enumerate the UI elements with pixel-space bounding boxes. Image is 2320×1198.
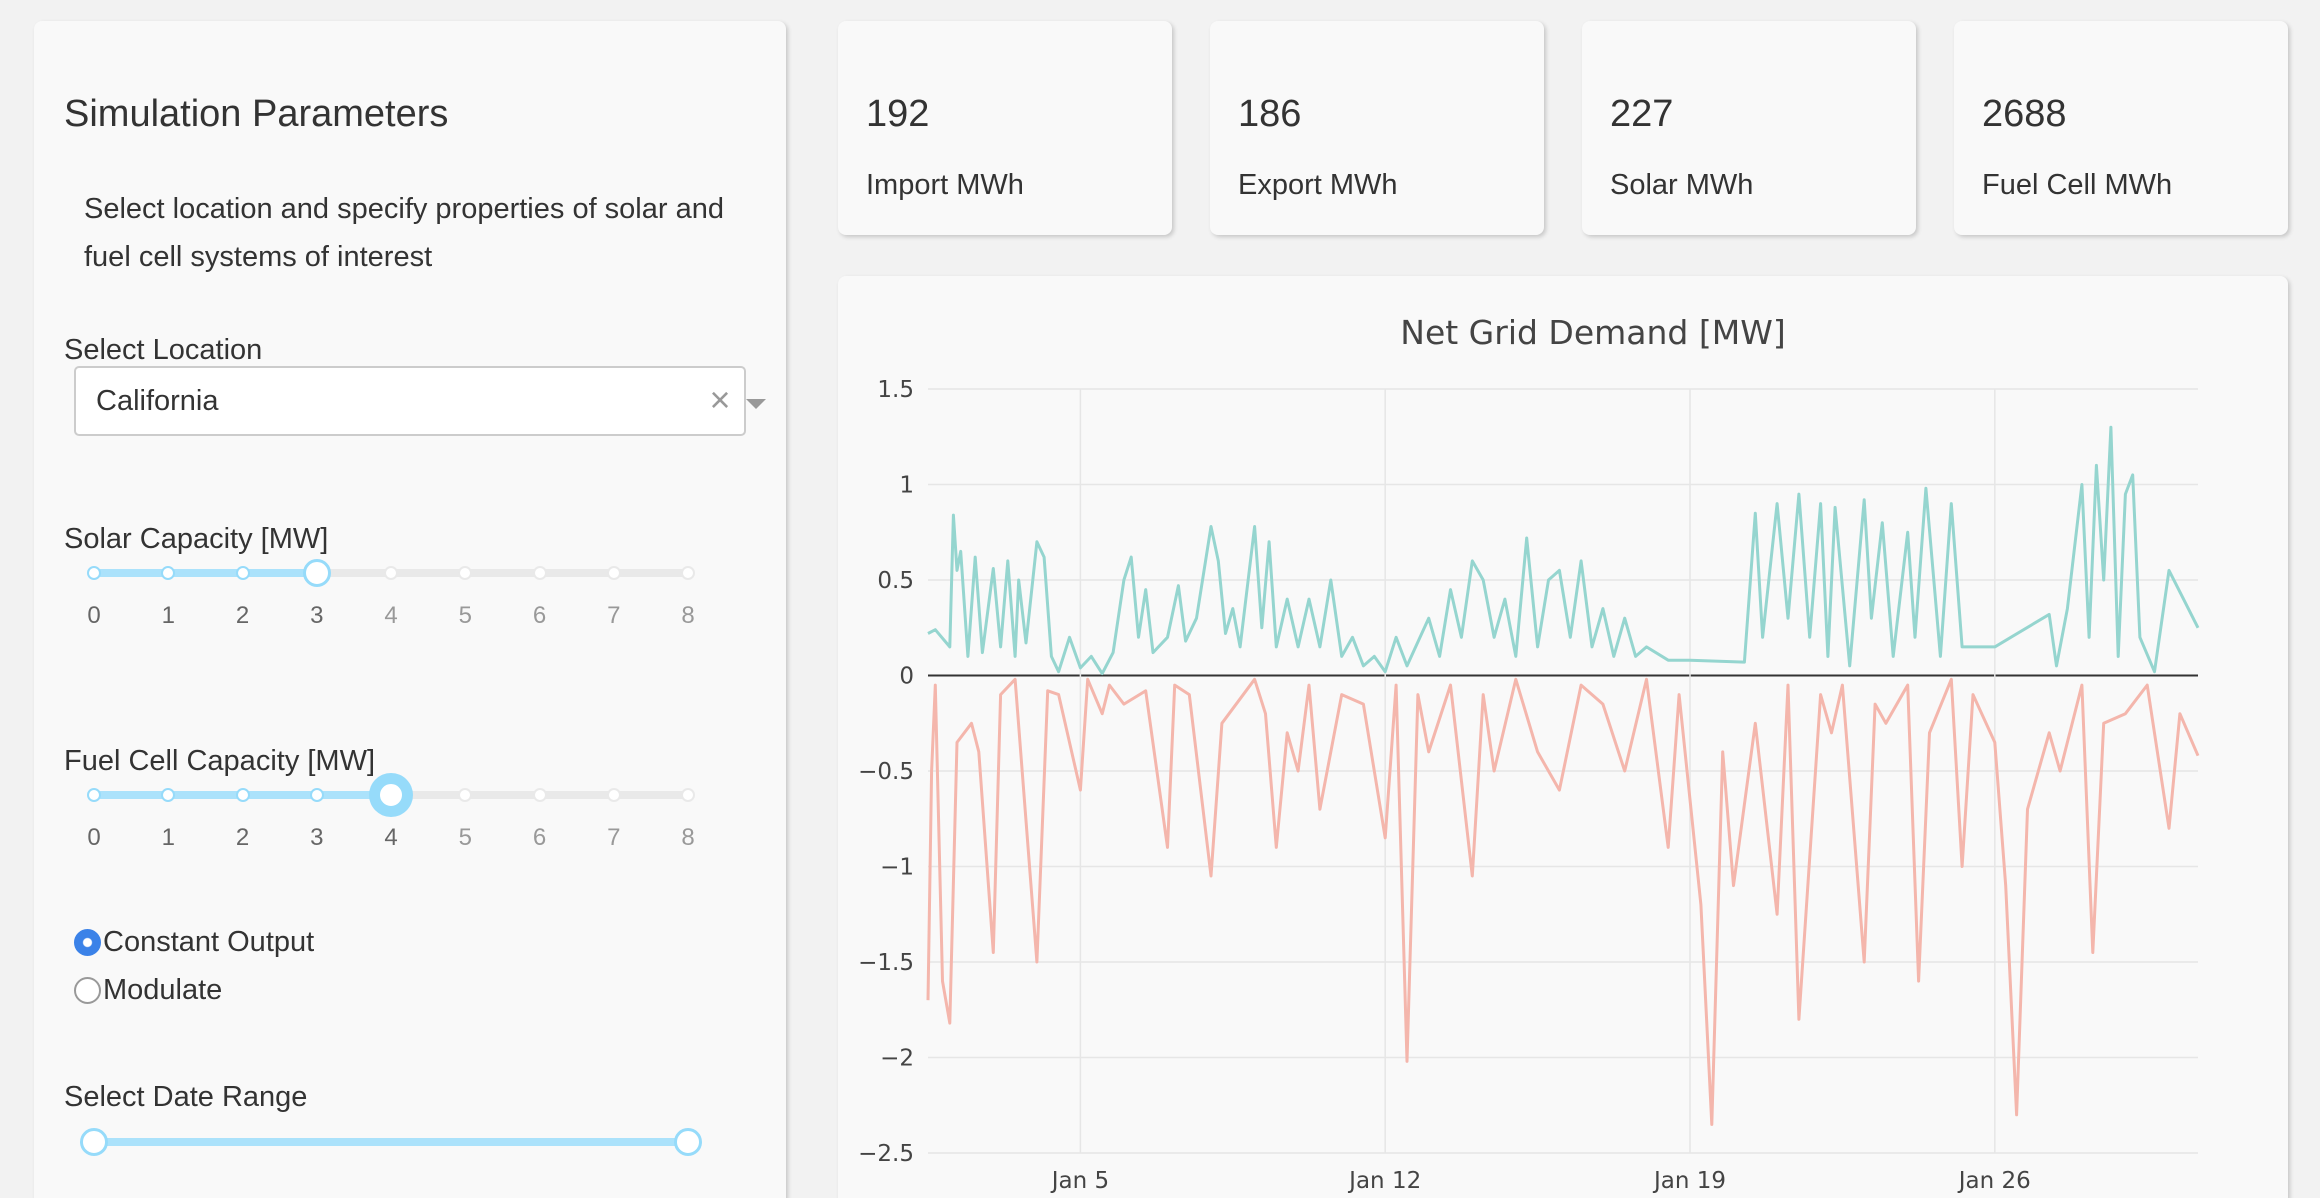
stat-value: 186 xyxy=(1238,93,1302,135)
y-tick-label: −2.5 xyxy=(858,1141,914,1167)
y-tick-label: 1 xyxy=(899,473,914,499)
slider-dot[interactable] xyxy=(235,566,250,580)
chart-title: Net Grid Demand [MW] xyxy=(1400,313,1785,352)
stat-card-solar: 227 Solar MWh xyxy=(1582,21,1916,235)
slider-dot[interactable] xyxy=(384,566,398,580)
y-tick-label: −0.5 xyxy=(858,759,914,785)
stat-label: Import MWh xyxy=(866,169,1024,201)
chevron-down-icon[interactable] xyxy=(746,399,766,409)
stat-value: 192 xyxy=(866,93,930,135)
slider-mark-label[interactable]: 6 xyxy=(532,602,547,629)
slider-mark-label[interactable]: 5 xyxy=(458,824,472,851)
y-tick-label: −1 xyxy=(880,855,914,881)
slider-dot[interactable] xyxy=(161,566,176,580)
slider-mark-label[interactable]: 8 xyxy=(681,602,695,629)
stat-value: 2688 xyxy=(1982,93,2067,135)
stat-label: Fuel Cell MWh xyxy=(1982,169,2173,201)
slider-dot[interactable] xyxy=(87,788,101,802)
slider-mark-label[interactable]: 7 xyxy=(607,824,621,851)
date-range-slider[interactable] xyxy=(80,1128,702,1158)
slider-dot[interactable] xyxy=(458,566,473,580)
date-range-end-handle[interactable] xyxy=(674,1128,702,1156)
slider-mark-label[interactable]: 8 xyxy=(681,824,695,851)
x-tick-label: Jan 19 xyxy=(1652,1168,1726,1194)
stat-card-export: 186 Export MWh xyxy=(1210,21,1544,235)
solar-capacity-label: Solar Capacity [MW] xyxy=(64,523,329,555)
sidebar-description: Select location and specify properties o… xyxy=(84,193,724,273)
net-grid-demand-chart-panel: Net Grid Demand [MW] 1.5 1 0.5 0 −0.5 −1 −1.5 −2… xyxy=(838,276,2288,1198)
y-tick-label: 0.5 xyxy=(877,568,914,594)
x-tick-label: Jan 26 xyxy=(1957,1168,2031,1194)
slider-mark-label[interactable]: 7 xyxy=(607,602,621,629)
fuel-cell-capacity-slider[interactable]: 0 1 2 3 4 5 6 7 8 xyxy=(87,781,695,851)
location-label: Select Location xyxy=(64,334,263,366)
slider-dot[interactable] xyxy=(235,788,250,802)
slider-dot[interactable] xyxy=(87,566,101,580)
x-tick-label: Jan 5 xyxy=(1050,1168,1109,1194)
fuel-cell-capacity-label: Fuel Cell Capacity [MW] xyxy=(64,745,376,777)
clear-icon[interactable]: × xyxy=(709,379,731,420)
solar-capacity-slider[interactable]: 0 1 2 3 4 5 6 7 8 xyxy=(87,559,695,629)
slider-mark-label[interactable]: 6 xyxy=(532,824,547,851)
radio-button[interactable] xyxy=(74,977,101,1004)
radio-modulate[interactable]: Modulate xyxy=(74,974,222,1007)
slider-handle[interactable] xyxy=(302,559,331,587)
y-tick-label: −2 xyxy=(880,1046,914,1072)
date-range-start-handle[interactable] xyxy=(80,1128,108,1156)
stat-card-import: 192 Import MWh xyxy=(838,21,1172,235)
slider-mark-label[interactable]: 2 xyxy=(235,824,250,851)
slider-dot[interactable] xyxy=(532,788,547,802)
slider-mark-label[interactable]: 4 xyxy=(384,602,398,629)
slider-mark-label[interactable]: 1 xyxy=(161,824,175,851)
slider-mark-label[interactable]: 3 xyxy=(310,824,324,851)
slider-dot[interactable] xyxy=(606,788,621,802)
series-line-negative[interactable] xyxy=(926,677,2200,1126)
date-range-label: Select Date Range xyxy=(64,1081,308,1113)
y-tick-label: −1.5 xyxy=(858,950,914,976)
slider-dot[interactable] xyxy=(606,566,621,580)
sidebar-panel: Simulation Parameters Select location an… xyxy=(34,21,786,1198)
radio-label: Constant Output xyxy=(103,926,315,958)
slider-dot[interactable] xyxy=(309,788,324,802)
net-grid-demand-chart[interactable]: Net Grid Demand [MW] 1.5 1 0.5 0 −0.5 −1 −1.5 −2… xyxy=(838,276,2288,1198)
stat-value: 227 xyxy=(1610,93,1674,135)
y-tick-label: 1.5 xyxy=(877,377,914,403)
slider-dot[interactable] xyxy=(532,566,547,580)
radio-label: Modulate xyxy=(103,974,223,1006)
slider-mark-label[interactable]: 4 xyxy=(384,824,398,851)
series-line-positive[interactable] xyxy=(927,425,2200,676)
radio-constant-output[interactable]: Constant Output xyxy=(74,926,314,959)
slider-dot[interactable] xyxy=(681,788,695,802)
slider-mark-label[interactable]: 0 xyxy=(87,824,101,851)
stat-label: Export MWh xyxy=(1238,169,1398,201)
slider-dot[interactable] xyxy=(458,788,473,802)
radio-button[interactable] xyxy=(74,929,101,956)
location-dropdown-value: California xyxy=(96,385,219,417)
slider-dot[interactable] xyxy=(681,566,695,580)
slider-track xyxy=(94,569,317,577)
slider-mark-label[interactable]: 5 xyxy=(458,602,472,629)
y-tick-label: 0 xyxy=(899,664,914,690)
slider-mark-label[interactable]: 2 xyxy=(235,602,250,629)
stat-label: Solar MWh xyxy=(1610,169,1754,201)
slider-mark-label[interactable]: 0 xyxy=(87,602,101,629)
stat-card-fuel-cell: 2688 Fuel Cell MWh xyxy=(1954,21,2288,235)
slider-handle[interactable] xyxy=(377,781,405,809)
slider-mark-label[interactable]: 1 xyxy=(161,602,175,629)
sidebar-title: Simulation Parameters xyxy=(64,93,449,135)
slider-dot[interactable] xyxy=(161,788,176,802)
x-tick-label: Jan 12 xyxy=(1347,1168,1421,1194)
slider-mark-label[interactable]: 3 xyxy=(310,602,324,629)
location-dropdown[interactable]: California × xyxy=(74,366,766,436)
date-range-track xyxy=(94,1138,688,1146)
